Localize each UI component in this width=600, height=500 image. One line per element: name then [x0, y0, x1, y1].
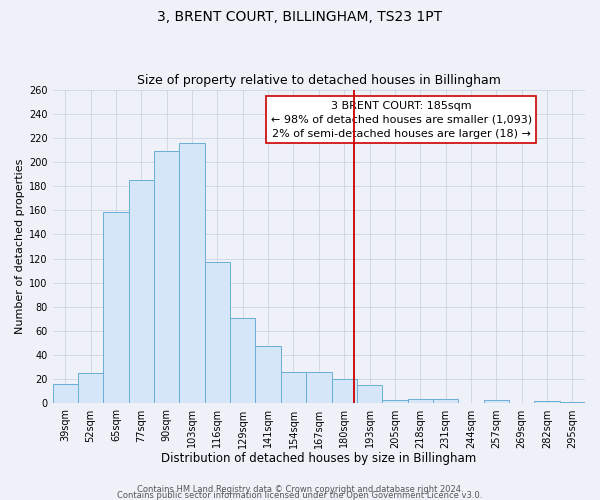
Bar [103, 212, 129, 404]
Bar [53, 384, 78, 404]
X-axis label: Distribution of detached houses by size in Billingham: Distribution of detached houses by size … [161, 452, 476, 465]
Bar [154, 151, 179, 404]
Title: Size of property relative to detached houses in Billingham: Size of property relative to detached ho… [137, 74, 501, 87]
Text: 3, BRENT COURT, BILLINGHAM, TS23 1PT: 3, BRENT COURT, BILLINGHAM, TS23 1PT [157, 10, 443, 24]
Text: Contains public sector information licensed under the Open Government Licence v3: Contains public sector information licen… [118, 490, 482, 500]
Bar [560, 402, 585, 404]
Text: Contains HM Land Registry data © Crown copyright and database right 2024.: Contains HM Land Registry data © Crown c… [137, 484, 463, 494]
Bar [306, 372, 332, 404]
Bar [484, 400, 509, 404]
Bar [535, 401, 560, 404]
Bar [332, 380, 357, 404]
Bar [382, 400, 407, 404]
Text: 3 BRENT COURT: 185sqm
← 98% of detached houses are smaller (1,093)
2% of semi-de: 3 BRENT COURT: 185sqm ← 98% of detached … [271, 100, 532, 138]
Bar [433, 398, 458, 404]
Bar [205, 262, 230, 404]
Bar [230, 318, 256, 404]
Bar [129, 180, 154, 404]
Bar [281, 372, 306, 404]
Bar [357, 386, 382, 404]
Bar [179, 142, 205, 404]
Bar [256, 346, 281, 404]
Bar [407, 398, 433, 404]
Y-axis label: Number of detached properties: Number of detached properties [15, 159, 25, 334]
Bar [78, 374, 103, 404]
